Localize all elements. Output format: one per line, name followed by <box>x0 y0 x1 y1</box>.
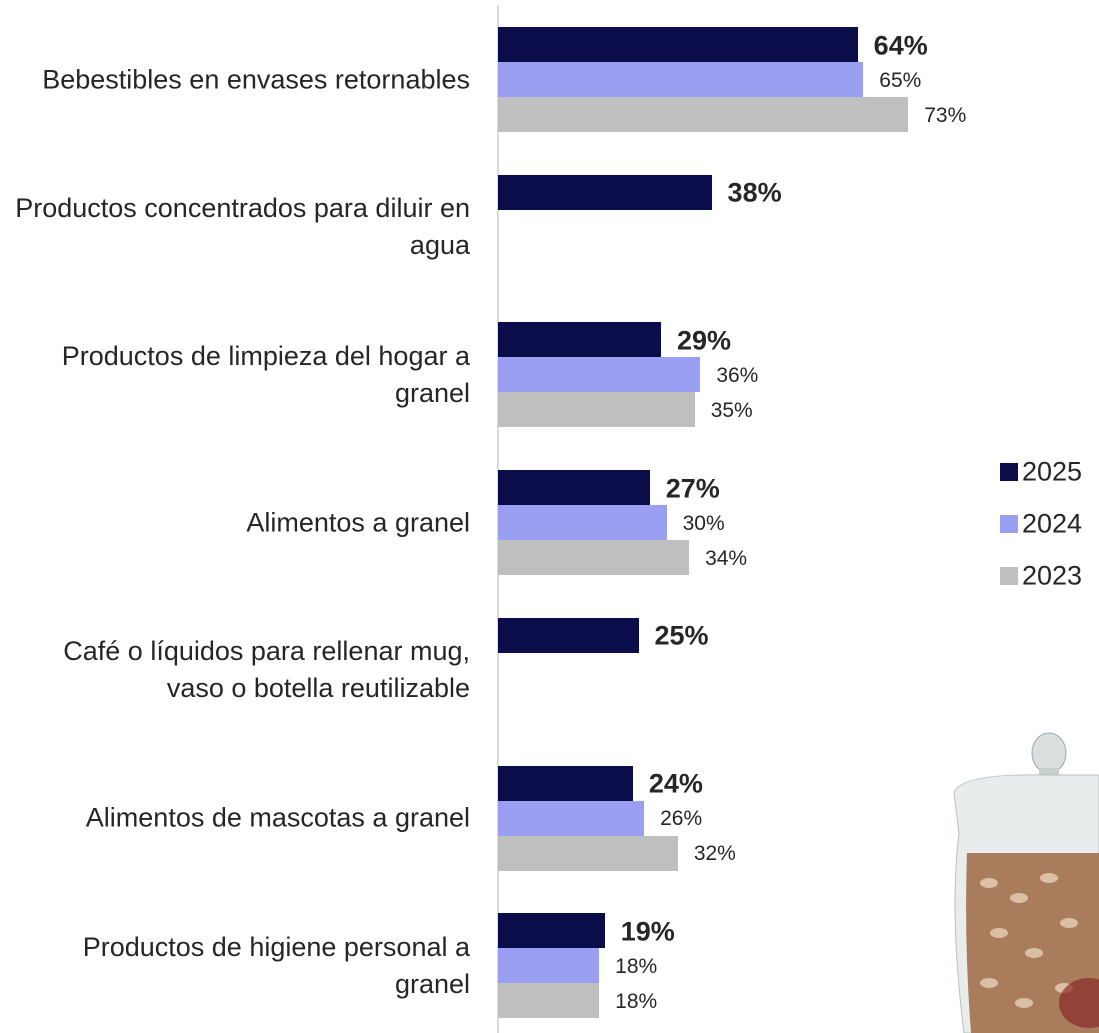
bar <box>498 27 858 62</box>
legend-swatch <box>1000 463 1018 481</box>
bar <box>498 948 600 984</box>
category-label: Productos de higiene personal a granel <box>82 931 470 999</box>
value-label: 25% <box>654 620 709 651</box>
value-label: 24% <box>648 768 703 799</box>
category-label: Alimentos a granel <box>246 507 470 538</box>
category-label: Bebestibles en envases retornables <box>42 64 470 94</box>
bar <box>498 505 667 541</box>
value-label: 73% <box>924 103 967 127</box>
bar <box>498 913 605 949</box>
bar <box>498 765 633 801</box>
legend-label: 2023 <box>1022 560 1083 591</box>
bar <box>498 357 701 393</box>
jar-image <box>953 732 1099 1033</box>
bar <box>498 540 690 576</box>
legend-swatch <box>1000 567 1018 585</box>
value-label: 65% <box>879 68 922 92</box>
bar <box>498 983 600 1019</box>
value-label: 35% <box>710 398 753 422</box>
bar <box>498 470 650 506</box>
value-label: 18% <box>615 954 658 978</box>
value-label: 32% <box>693 842 736 865</box>
bar <box>498 800 645 836</box>
value-label: 34% <box>705 546 748 570</box>
category-label: Café o líquidos para rellenar mug, vaso … <box>63 636 470 704</box>
value-label: 18% <box>615 989 658 1013</box>
legend-label: 2024 <box>1022 508 1083 539</box>
bar <box>498 62 864 97</box>
bar <box>498 617 639 653</box>
category-label: Alimentos de mascotas a granel <box>85 802 470 833</box>
bar <box>498 392 695 428</box>
category-label: Productos concentrados para diluir en ag… <box>15 193 470 261</box>
bar <box>498 835 678 871</box>
value-label: 30% <box>682 511 725 535</box>
bar <box>498 174 712 210</box>
value-label: 29% <box>676 325 732 356</box>
bar <box>498 97 909 132</box>
value-label: 38% <box>727 177 782 208</box>
value-label: 64% <box>873 30 928 60</box>
value-label: 36% <box>716 363 759 387</box>
value-label: 19% <box>620 916 675 947</box>
category-label: Productos de limpieza del hogar a granel <box>61 340 470 408</box>
legend-label: 2025 <box>1022 456 1083 487</box>
bar <box>498 322 661 358</box>
value-label: 27% <box>665 473 720 504</box>
legend-swatch <box>1000 515 1018 533</box>
value-label: 26% <box>660 807 703 830</box>
